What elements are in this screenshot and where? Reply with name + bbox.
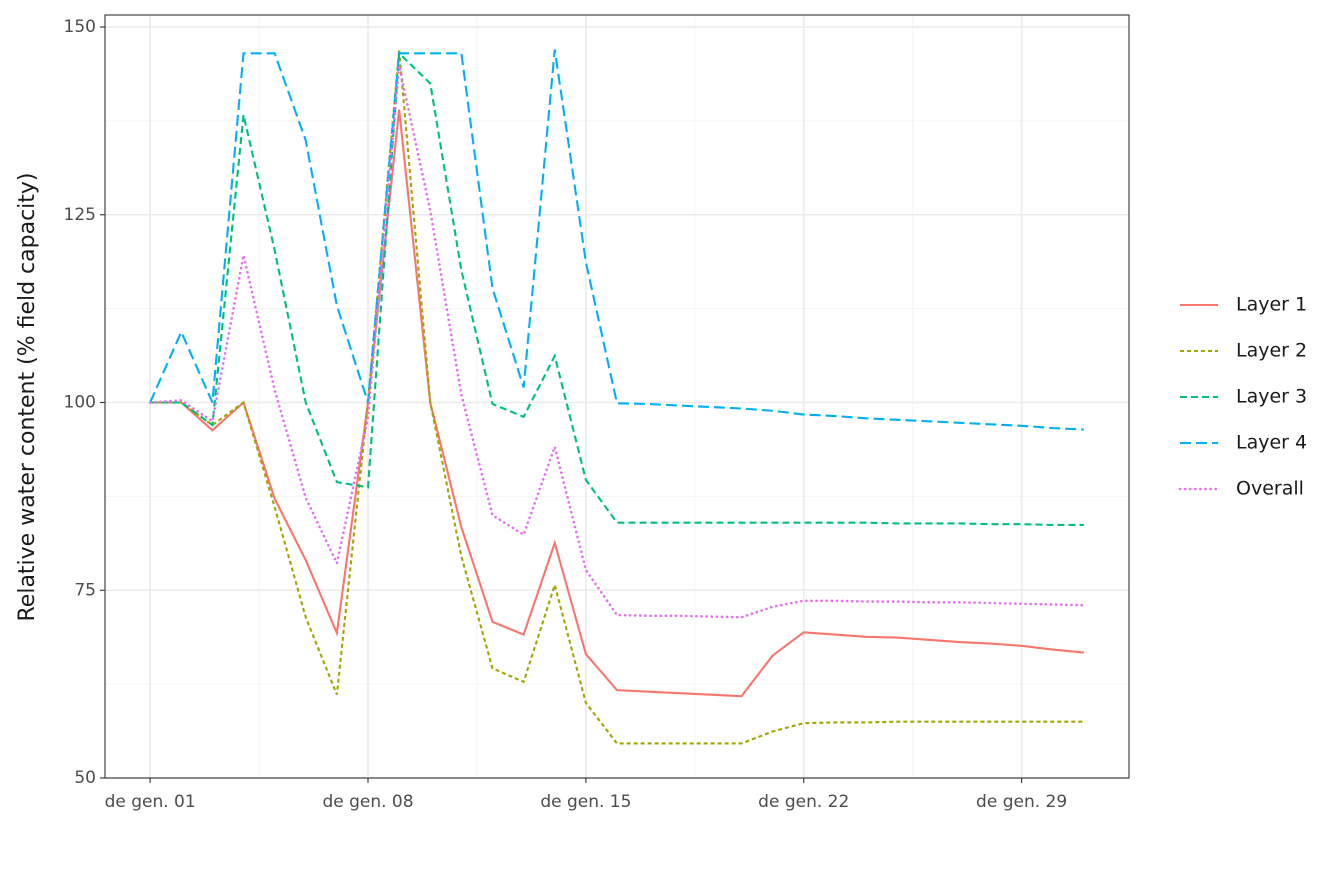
plot-lines (148, 49, 1086, 745)
x-tick-label: de gen. 22 (758, 792, 849, 812)
legend-label: Layer 2 (1236, 340, 1307, 362)
panel-border (104, 14, 1130, 779)
x-tick-label: de gen. 01 (105, 792, 196, 812)
series-line (148, 65, 1086, 619)
legend-label: Layer 3 (1236, 386, 1307, 408)
series-line (149, 49, 1084, 431)
y-axis-title: Relative water content (% field capacity… (15, 172, 40, 621)
series-line (150, 50, 1084, 526)
x-tick-label: de gen. 29 (976, 792, 1067, 812)
series-line (150, 109, 1084, 698)
legend: Layer 1 Layer 2 Layer 3 Layer 4 Overall (1178, 294, 1307, 500)
series-line (150, 49, 1084, 745)
legend-label: Overall (1236, 478, 1304, 500)
y-tick-label: 50 (74, 768, 96, 788)
y-tick-label: 75 (74, 580, 96, 600)
y-tick-label: 150 (64, 17, 96, 37)
legend-label: Layer 1 (1236, 294, 1307, 316)
x-tick-label: de gen. 08 (322, 792, 413, 812)
grid (105, 15, 1129, 779)
x-tick-label: de gen. 15 (540, 792, 631, 812)
legend-label: Layer 4 (1236, 432, 1307, 454)
axes: 50 75 100 125 150 de gen. 01 de gen. 08 de gen.… (64, 17, 1068, 812)
y-tick-label: 125 (64, 205, 96, 225)
y-tick-label: 100 (64, 393, 96, 413)
